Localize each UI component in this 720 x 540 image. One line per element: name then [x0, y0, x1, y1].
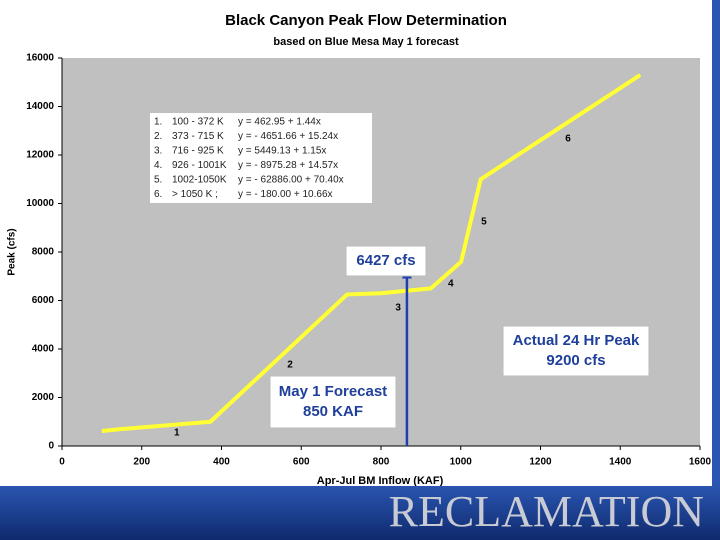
chart-title: Black Canyon Peak Flow Determination — [225, 12, 507, 29]
x-tick-label: 1600 — [689, 457, 712, 468]
y-tick-label: 14000 — [26, 101, 54, 112]
y-tick-label: 16000 — [26, 53, 54, 64]
y-tick-label: 0 — [48, 441, 54, 452]
segment-label: 2 — [287, 360, 293, 371]
segment-label: 5 — [481, 217, 487, 228]
x-tick-label: 600 — [293, 457, 310, 468]
equation-formula: y = - 62886.00 + 70.40x — [238, 175, 344, 186]
side-strip — [712, 0, 720, 486]
callout-text: 9200 cfs — [546, 352, 605, 369]
equation-formula: y = - 180.00 + 10.66x — [238, 189, 333, 200]
callout-text: Actual 24 Hr Peak — [513, 332, 640, 349]
x-tick-label: 400 — [213, 457, 230, 468]
chart-subtitle: based on Blue Mesa May 1 forecast — [273, 36, 459, 48]
callout-text: May 1 Forecast — [279, 383, 387, 400]
equation-formula: y = - 4651.66 + 15.24x — [238, 131, 338, 142]
flow-line — [101, 73, 642, 433]
equation-index: 5. — [154, 175, 162, 186]
y-tick-label: 12000 — [26, 150, 54, 161]
x-axis-label: Apr-Jul BM Inflow (KAF) — [317, 475, 444, 487]
callout-text: 6427 cfs — [356, 252, 415, 269]
y-axis-label: Peak (cfs) — [7, 228, 18, 275]
equation-index: 4. — [154, 160, 162, 171]
x-tick-label: 1000 — [450, 457, 473, 468]
x-tick-label: 1200 — [529, 457, 552, 468]
equation-range: 926 - 1001K — [172, 160, 227, 171]
segment-label: 1 — [174, 428, 180, 439]
y-tick-label: 10000 — [26, 198, 54, 209]
segment-label: 6 — [565, 134, 571, 145]
footer-band — [0, 486, 720, 540]
equation-range: 716 - 925 K — [172, 146, 224, 157]
equation-formula: y = - 8975.28 + 14.57x — [238, 160, 338, 171]
equation-index: 1. — [154, 117, 162, 128]
y-tick-label: 8000 — [32, 247, 55, 258]
equation-index: 3. — [154, 146, 162, 157]
equation-formula: y = 5449.13 + 1.15x — [238, 146, 326, 157]
x-tick-label: 0 — [59, 457, 65, 468]
equation-range: > 1050 K ; — [172, 189, 218, 200]
equation-range: 373 - 715 K — [172, 131, 224, 142]
callout-box — [345, 245, 427, 277]
x-tick-label: 1400 — [609, 457, 632, 468]
y-tick-label: 4000 — [32, 344, 55, 355]
x-tick-label: 200 — [133, 457, 150, 468]
y-tick-label: 6000 — [32, 295, 55, 306]
callout-text: 850 KAF — [303, 403, 363, 420]
x-tick-label: 800 — [373, 457, 390, 468]
equation-range: 1002-1050K — [172, 175, 227, 186]
equation-index: 2. — [154, 131, 162, 142]
equation-index: 6. — [154, 189, 162, 200]
y-tick-label: 2000 — [32, 392, 55, 403]
callout-box — [502, 325, 650, 377]
callout-box — [269, 375, 397, 429]
segment-label: 4 — [448, 279, 454, 290]
equation-box — [150, 113, 372, 203]
equation-formula: y = 462.95 + 1.44x — [238, 117, 321, 128]
footer-logo: RECLAMATION — [389, 487, 704, 536]
segment-label: 3 — [395, 303, 401, 314]
equation-range: 100 - 372 K — [172, 117, 224, 128]
